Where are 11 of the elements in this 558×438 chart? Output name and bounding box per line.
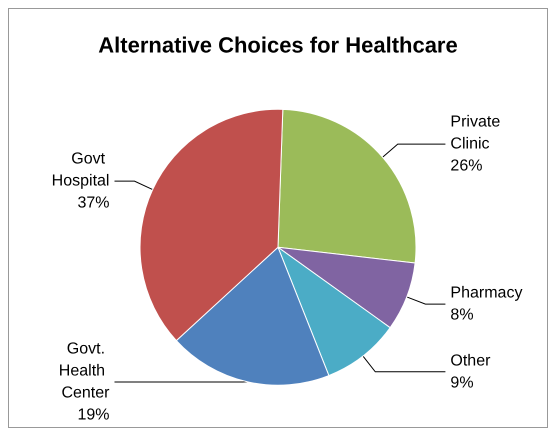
slice-label: Private Clinic bbox=[450, 114, 505, 153]
data-label: 9% bbox=[450, 374, 474, 392]
data-label: 26% bbox=[450, 158, 482, 175]
slice-label: Govt. Health Center bbox=[58, 340, 110, 402]
slice-label: Pharmacy bbox=[450, 284, 522, 302]
data-label: 19% bbox=[77, 406, 110, 424]
slice-label: Other bbox=[450, 352, 492, 370]
chart-title: Alternative Choices for Healthcare bbox=[98, 32, 458, 58]
data-label: 8% bbox=[450, 306, 474, 324]
data-label: 37% bbox=[77, 194, 110, 212]
slice-label: Govt Hospital bbox=[52, 150, 110, 190]
